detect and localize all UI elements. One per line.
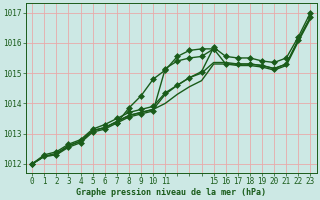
X-axis label: Graphe pression niveau de la mer (hPa): Graphe pression niveau de la mer (hPa) <box>76 188 266 197</box>
